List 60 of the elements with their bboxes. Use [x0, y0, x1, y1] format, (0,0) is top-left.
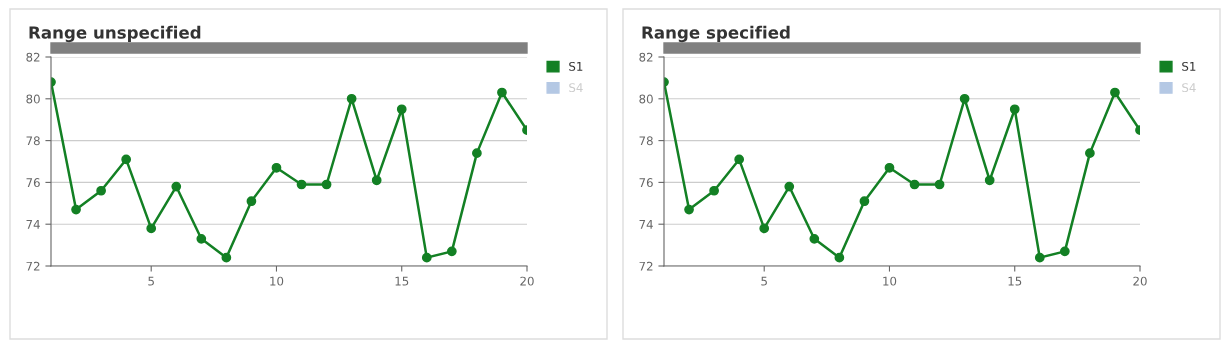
x-tick-label: 15: [395, 276, 409, 286]
point: [321, 179, 332, 190]
point: [884, 162, 895, 173]
point: [1085, 148, 1095, 159]
point: [121, 154, 132, 165]
point: [934, 179, 945, 190]
x-tick-label: 20: [520, 276, 534, 286]
point: [809, 233, 820, 244]
point: [834, 252, 845, 263]
legend-label: S1: [569, 61, 583, 71]
x-tick-label: 5: [148, 276, 154, 286]
point: [684, 204, 694, 215]
y-tick-label: 76: [639, 178, 653, 188]
x-tick-label: 10: [270, 276, 284, 286]
chart-title: Range specified: [642, 25, 790, 43]
y-tick-label: 78: [639, 136, 653, 146]
point: [296, 179, 307, 190]
point: [446, 246, 457, 257]
point: [959, 93, 970, 104]
point: [146, 223, 157, 234]
y-tick-label: 82: [26, 52, 40, 62]
y-tick-label: 76: [26, 178, 40, 188]
x-tick-label: 5: [761, 276, 767, 286]
point: [171, 181, 182, 192]
y-tick-label: 74: [639, 220, 653, 229]
point: [1009, 104, 1020, 115]
y-tick-label: 78: [26, 136, 40, 146]
point: [346, 93, 357, 104]
point: [859, 196, 870, 207]
y-tick-label: 72: [639, 261, 653, 271]
point: [759, 223, 770, 234]
point: [271, 162, 282, 173]
point: [734, 154, 745, 165]
x-tick-label: 20: [1133, 276, 1147, 286]
y-tick-label: 80: [26, 94, 40, 104]
point: [71, 204, 81, 215]
point: [1059, 246, 1070, 257]
point: [396, 104, 407, 115]
point: [96, 185, 106, 196]
point: [371, 175, 382, 186]
y-tick-label: 72: [26, 261, 40, 271]
point: [221, 252, 232, 263]
point: [1034, 252, 1045, 263]
x-tick-label: 15: [1008, 276, 1022, 286]
point: [784, 181, 795, 192]
point: [909, 179, 920, 190]
point: [421, 252, 432, 263]
point: [196, 233, 207, 244]
y-tick-label: 80: [639, 94, 653, 104]
point: [246, 196, 257, 207]
legend-label: S1: [1182, 61, 1196, 71]
point: [472, 148, 482, 159]
point: [984, 175, 995, 186]
point: [497, 87, 507, 98]
y-tick-label: 82: [639, 52, 653, 62]
y-tick-label: 74: [26, 220, 40, 229]
chart-title: Range unspecified: [29, 25, 201, 43]
x-tick-label: 10: [883, 276, 897, 286]
point: [1110, 87, 1120, 98]
point: [709, 185, 719, 196]
